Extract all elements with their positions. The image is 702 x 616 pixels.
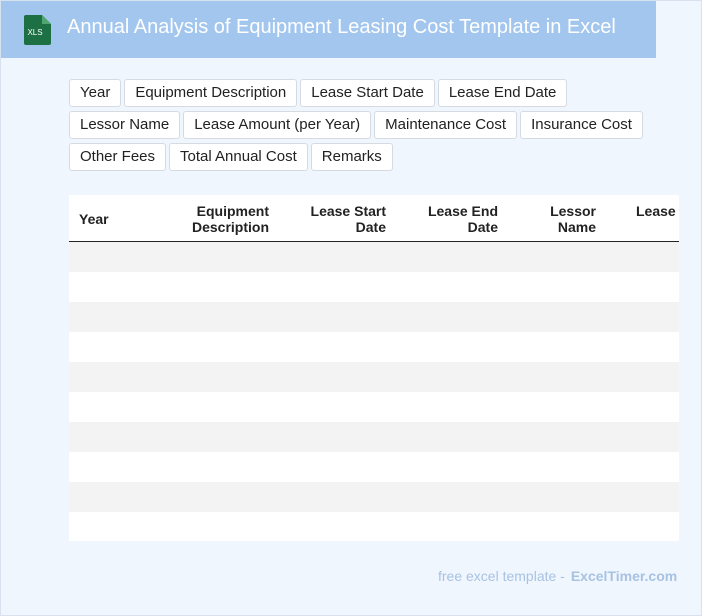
table-row[interactable]	[69, 332, 679, 362]
column-header: Lease End Date	[427, 203, 498, 235]
column-header: Equipment Description	[191, 203, 269, 235]
table-header: Year Equipment Description Lease Start Dat…	[69, 195, 679, 242]
footer: free excel template - ExcelTimer.com	[438, 568, 677, 584]
field-chip[interactable]: Lessor Name	[69, 111, 181, 139]
column-header: Lease Start Date	[310, 203, 386, 235]
table-row[interactable]	[69, 272, 679, 302]
data-table: Year Equipment Description Lease Start Dat…	[69, 195, 679, 541]
table-row[interactable]	[69, 302, 679, 332]
column-header: Year	[79, 211, 109, 227]
table-row[interactable]	[69, 362, 679, 392]
field-chip[interactable]: Lease Start Date	[300, 79, 435, 107]
column-header: Lease	[636, 203, 676, 219]
excel-file-icon: XLS	[24, 15, 51, 45]
title-bar: XLS Annual Analysis of Equipment Leasing…	[1, 1, 656, 58]
table-row[interactable]	[69, 392, 679, 422]
field-chip[interactable]: Year	[69, 79, 122, 107]
xls-icon-label: XLS	[27, 28, 42, 37]
footer-text: free excel template -	[438, 568, 565, 584]
field-chip[interactable]: Insurance Cost	[520, 111, 643, 139]
table-row[interactable]	[69, 452, 679, 482]
field-chip-list: Year Equipment Description Lease Start Dat…	[69, 79, 679, 171]
field-chip[interactable]: Total Annual Cost	[169, 143, 308, 171]
page-title: Annual Analysis of Equipment Leasing Cos…	[67, 16, 616, 38]
field-chip[interactable]: Remarks	[310, 143, 393, 171]
table-row[interactable]	[69, 242, 679, 272]
table-row[interactable]	[69, 482, 679, 512]
footer-brand-link[interactable]: ExcelTimer.com	[570, 568, 678, 584]
field-chip[interactable]: Maintenance Cost	[374, 111, 518, 139]
field-chip[interactable]: Lease End Date	[437, 79, 568, 107]
column-header: Lessor Name	[550, 203, 596, 235]
table-row[interactable]	[69, 512, 679, 541]
field-chip[interactable]: Equipment Description	[124, 79, 298, 107]
table-row[interactable]	[69, 422, 679, 452]
field-chip[interactable]: Other Fees	[69, 143, 167, 171]
field-chip[interactable]: Lease Amount (per Year)	[183, 111, 372, 139]
